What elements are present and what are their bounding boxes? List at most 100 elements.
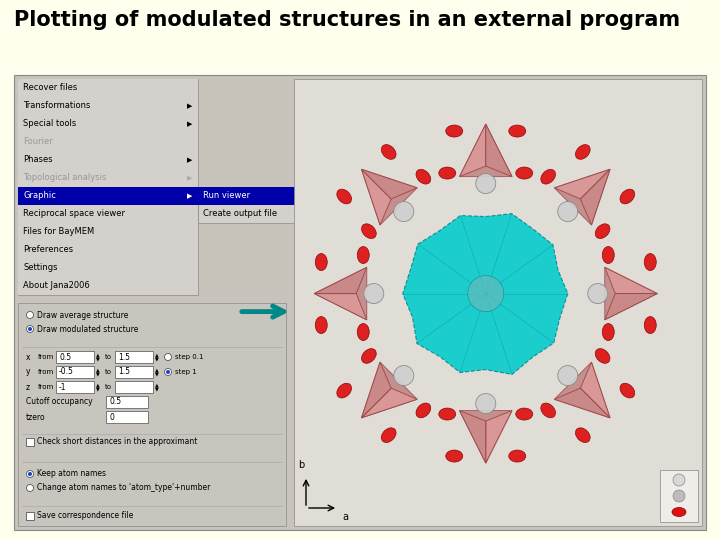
Polygon shape	[402, 214, 568, 374]
Text: from: from	[38, 369, 54, 375]
Ellipse shape	[382, 145, 396, 159]
Text: Cutoff occupancy: Cutoff occupancy	[26, 397, 93, 407]
Text: 1.5: 1.5	[118, 353, 130, 361]
FancyBboxPatch shape	[106, 411, 148, 423]
Ellipse shape	[315, 254, 328, 271]
Ellipse shape	[382, 428, 396, 442]
Text: Preferences: Preferences	[23, 246, 73, 254]
Text: Keep atom names: Keep atom names	[37, 469, 106, 478]
Text: ▼: ▼	[96, 372, 100, 376]
Text: Files for BayMEM: Files for BayMEM	[23, 227, 94, 237]
Text: b: b	[298, 460, 304, 470]
Circle shape	[28, 472, 32, 476]
Circle shape	[558, 201, 577, 221]
Ellipse shape	[644, 254, 656, 271]
Circle shape	[27, 484, 34, 491]
Polygon shape	[486, 410, 512, 463]
Ellipse shape	[644, 316, 656, 334]
Ellipse shape	[620, 189, 635, 204]
Text: y: y	[26, 368, 30, 376]
Ellipse shape	[509, 125, 526, 137]
FancyBboxPatch shape	[26, 438, 34, 446]
Text: Save correspondence file: Save correspondence file	[37, 511, 133, 521]
Polygon shape	[314, 267, 366, 320]
Text: Topological analysis: Topological analysis	[23, 173, 107, 183]
Text: tzero: tzero	[26, 413, 45, 422]
Text: ▼: ▼	[96, 356, 100, 361]
Circle shape	[673, 490, 685, 502]
Text: About Jana2006: About Jana2006	[23, 281, 90, 291]
Text: to: to	[105, 354, 112, 360]
FancyBboxPatch shape	[294, 79, 702, 526]
Circle shape	[27, 470, 34, 477]
Text: 1.5: 1.5	[118, 368, 130, 376]
Text: Recover files: Recover files	[23, 84, 77, 92]
Text: -0.5: -0.5	[59, 368, 74, 376]
Text: ▼: ▼	[155, 372, 158, 376]
Polygon shape	[554, 362, 610, 418]
Text: ▲: ▲	[96, 368, 100, 373]
Polygon shape	[580, 169, 610, 225]
FancyBboxPatch shape	[18, 169, 198, 187]
Ellipse shape	[595, 224, 610, 239]
Ellipse shape	[620, 383, 635, 398]
Text: ▲: ▲	[155, 368, 158, 373]
Text: Draw average structure: Draw average structure	[37, 310, 128, 320]
Ellipse shape	[446, 450, 463, 462]
Ellipse shape	[337, 383, 351, 398]
Circle shape	[166, 370, 170, 374]
Text: ▲: ▲	[155, 382, 158, 388]
FancyBboxPatch shape	[18, 115, 198, 133]
FancyBboxPatch shape	[18, 303, 286, 526]
Text: Special tools: Special tools	[23, 119, 76, 129]
Circle shape	[28, 327, 32, 331]
Circle shape	[364, 284, 384, 303]
Circle shape	[394, 201, 414, 221]
Text: Create output file: Create output file	[203, 210, 277, 219]
Circle shape	[476, 394, 496, 414]
Text: ▶: ▶	[187, 193, 193, 199]
Ellipse shape	[595, 349, 610, 363]
Text: Transformations: Transformations	[23, 102, 91, 111]
Polygon shape	[314, 294, 366, 320]
FancyBboxPatch shape	[18, 205, 198, 295]
FancyBboxPatch shape	[18, 79, 198, 205]
Text: Graphic: Graphic	[23, 192, 56, 200]
Text: Run viewer: Run viewer	[203, 192, 250, 200]
Text: ▼: ▼	[96, 387, 100, 392]
FancyBboxPatch shape	[18, 187, 198, 205]
Circle shape	[164, 368, 171, 375]
Circle shape	[27, 326, 34, 333]
FancyBboxPatch shape	[198, 187, 303, 223]
Ellipse shape	[575, 145, 590, 159]
FancyBboxPatch shape	[56, 351, 94, 363]
Text: Plotting of modulated structures in an external program: Plotting of modulated structures in an e…	[14, 10, 680, 30]
FancyBboxPatch shape	[18, 133, 198, 151]
FancyBboxPatch shape	[115, 381, 153, 393]
FancyBboxPatch shape	[18, 277, 198, 295]
Polygon shape	[605, 267, 657, 294]
FancyBboxPatch shape	[660, 470, 698, 522]
Ellipse shape	[416, 170, 431, 184]
Circle shape	[673, 474, 685, 486]
FancyBboxPatch shape	[26, 512, 34, 520]
Polygon shape	[459, 124, 512, 177]
Polygon shape	[314, 267, 366, 294]
FancyBboxPatch shape	[18, 259, 198, 277]
Text: ▲: ▲	[96, 382, 100, 388]
Polygon shape	[459, 410, 486, 463]
Polygon shape	[554, 388, 610, 418]
Ellipse shape	[575, 428, 590, 442]
Text: 0.5: 0.5	[59, 353, 71, 361]
FancyBboxPatch shape	[115, 366, 153, 378]
Text: 0: 0	[109, 413, 114, 422]
Text: ▶: ▶	[187, 175, 193, 181]
Ellipse shape	[602, 323, 614, 341]
Ellipse shape	[357, 247, 369, 264]
Ellipse shape	[361, 349, 377, 363]
Ellipse shape	[602, 247, 614, 264]
Polygon shape	[554, 169, 610, 199]
Text: 0.5: 0.5	[109, 397, 121, 407]
Circle shape	[394, 366, 414, 386]
Polygon shape	[605, 294, 657, 320]
